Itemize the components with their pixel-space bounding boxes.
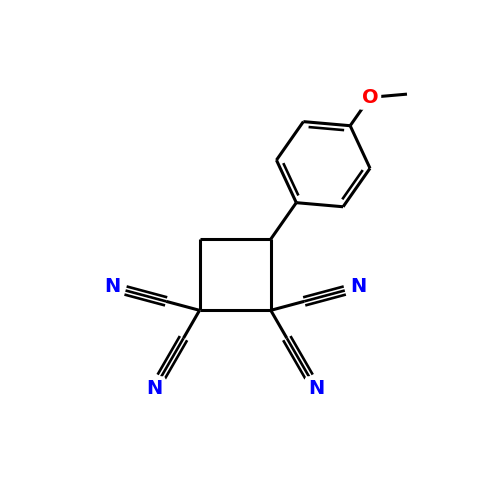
Text: N: N xyxy=(146,379,162,398)
Text: N: N xyxy=(104,278,120,296)
Text: O: O xyxy=(362,88,378,107)
Text: N: N xyxy=(308,379,324,398)
Text: N: N xyxy=(350,278,366,296)
